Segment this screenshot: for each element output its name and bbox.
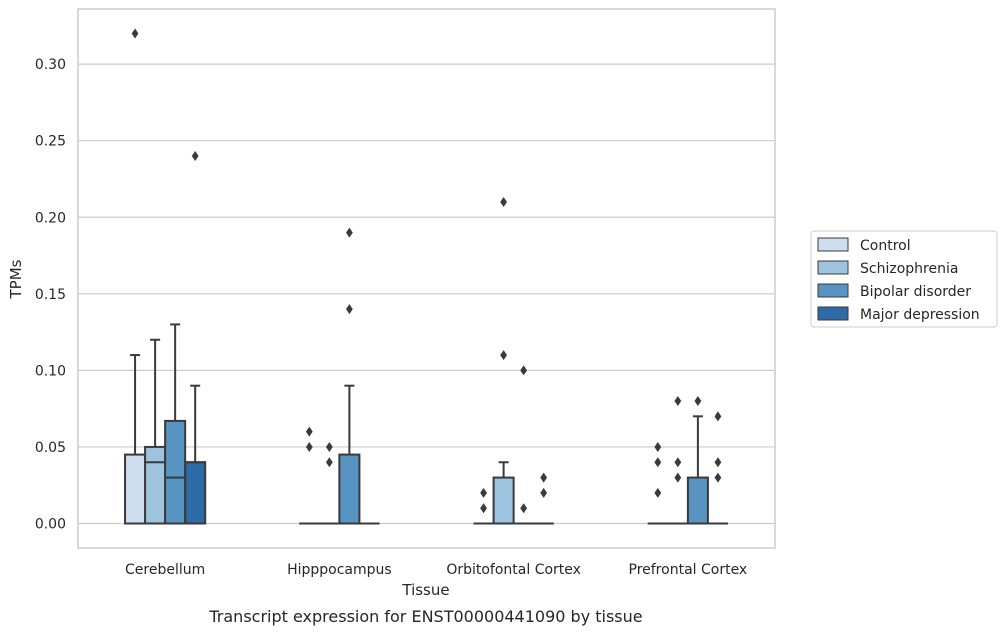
legend-label: Control [860,238,911,254]
box-schizophrenia [144,338,167,525]
box-major-depression [533,472,554,525]
outlier-point [674,457,682,468]
y-tick-label: 0.20 [35,210,66,226]
plot-area-frame [77,8,776,549]
marks-layer [124,28,728,525]
legend: Control Schizophrenia Bipolar disorder Majo… [810,230,998,328]
outlier-point [500,350,508,361]
box-control [124,28,147,525]
x-axis-title: Tissue [401,581,449,599]
outlier-point [480,503,487,514]
outlier-point [654,487,662,498]
outlier-point [674,396,682,406]
box-body [124,453,147,525]
y-tick-label: 0.10 [35,363,66,379]
box-body [338,453,361,525]
legend-label: Bipolar disorder [860,284,971,300]
x-tick-label: Orbitofontal Cortex [446,562,581,578]
outlier-point [345,227,353,238]
box-control [473,487,494,525]
outlier-point [480,487,487,498]
box-bipolar-disorder [513,365,534,525]
legend-swatch [817,306,849,321]
box-major-depression [707,411,728,525]
y-tick-label: 0.25 [35,134,66,150]
box-schizophrenia [319,441,340,525]
outlier-point [520,365,528,376]
outlier-point [540,472,548,483]
grid-layer [78,63,775,525]
y-tick-label: 0.30 [35,57,66,73]
legend-items: Control Schizophrenia Bipolar disorder Majo… [817,237,980,323]
outlier-point [131,28,139,39]
box-control [647,441,668,525]
outlier-point [325,457,333,468]
outlier-point [714,457,722,468]
y-axis-ticks: 0.00 0.05 0.10 0.15 0.20 0.25 0.30 [35,57,66,532]
legend-swatch [817,283,849,298]
box-bipolar-disorder [338,227,361,525]
y-tick-label: 0.15 [35,287,66,303]
outlier-point [500,196,508,207]
legend-swatch [817,260,849,275]
box-body [184,461,207,525]
outlier-point [191,151,199,161]
outlier-point [714,472,722,483]
outlier-point [714,411,722,422]
box-schizophrenia [667,396,688,525]
box-bipolar-disorder [164,323,187,525]
y-axis-title: TPMs [7,259,25,299]
y-tick-label: 0.05 [35,440,66,456]
box-body [492,476,515,525]
legend-swatch [817,237,849,252]
outlier-point [325,441,333,452]
x-axis-ticks: Cerebellum Hipppocampus Orbitofontal Corte… [125,562,747,578]
chart-caption: Transcript expression for ENST0000044109… [208,607,642,626]
legend-label: Major depression [860,307,980,323]
box-schizophrenia [492,196,515,525]
outlier-point [654,441,662,452]
outlier-point [654,457,662,468]
outlier-point [674,472,682,483]
outlier-point [540,487,548,498]
box-major-depression [184,151,207,525]
outlier-point [520,503,528,514]
outlier-point [305,441,313,452]
box-body [164,419,187,525]
box-body [144,445,167,525]
outlier-point [345,304,353,315]
x-tick-label: Hipppocampus [287,562,392,578]
x-tick-label: Prefrontal Cortex [629,562,748,578]
box-control [299,426,320,525]
legend-frame [810,230,998,328]
outlier-point [694,396,702,406]
box-body [686,476,709,525]
outlier-point [305,426,313,437]
x-tick-label: Cerebellum [125,562,205,578]
y-tick-label: 0.00 [35,517,66,533]
box-bipolar-disorder [686,396,709,525]
legend-label: Schizophrenia [860,261,958,277]
